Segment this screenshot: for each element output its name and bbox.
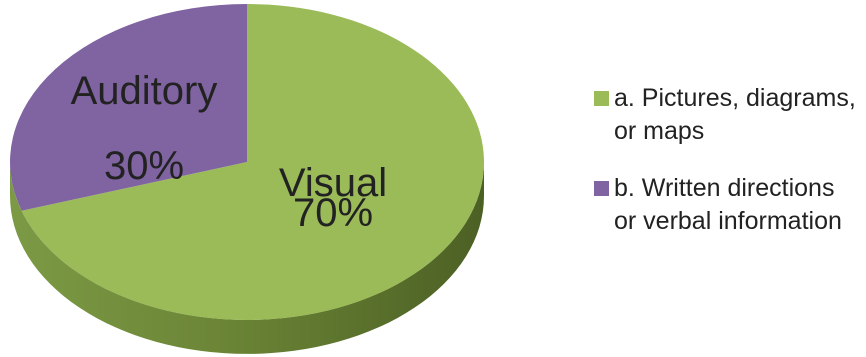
legend-label-visual: a. Pictures, diagrams, or maps (614, 84, 856, 145)
pie-side-visual (10, 162, 484, 354)
legend-swatch-auditory (594, 181, 609, 196)
pie-slice-visual[interactable] (21, 3, 485, 320)
legend-item-visual: a. Pictures, diagrams, or maps (594, 82, 862, 148)
pie-slice-auditory[interactable] (10, 4, 247, 211)
chart-legend: a. Pictures, diagrams, or maps b. Writte… (594, 82, 862, 262)
legend-label-auditory: b. Written directions or verbal informat… (614, 174, 842, 235)
slice-label-visual-percent: 70% (293, 191, 373, 235)
slice-label-auditory-percent: 30% (104, 144, 184, 188)
slice-label-visual-name: Visual (279, 161, 387, 205)
legend-swatch-visual (594, 91, 609, 106)
legend-item-auditory: b. Written directions or verbal informat… (594, 172, 862, 238)
slice-label-auditory-name: Auditory (71, 69, 218, 113)
